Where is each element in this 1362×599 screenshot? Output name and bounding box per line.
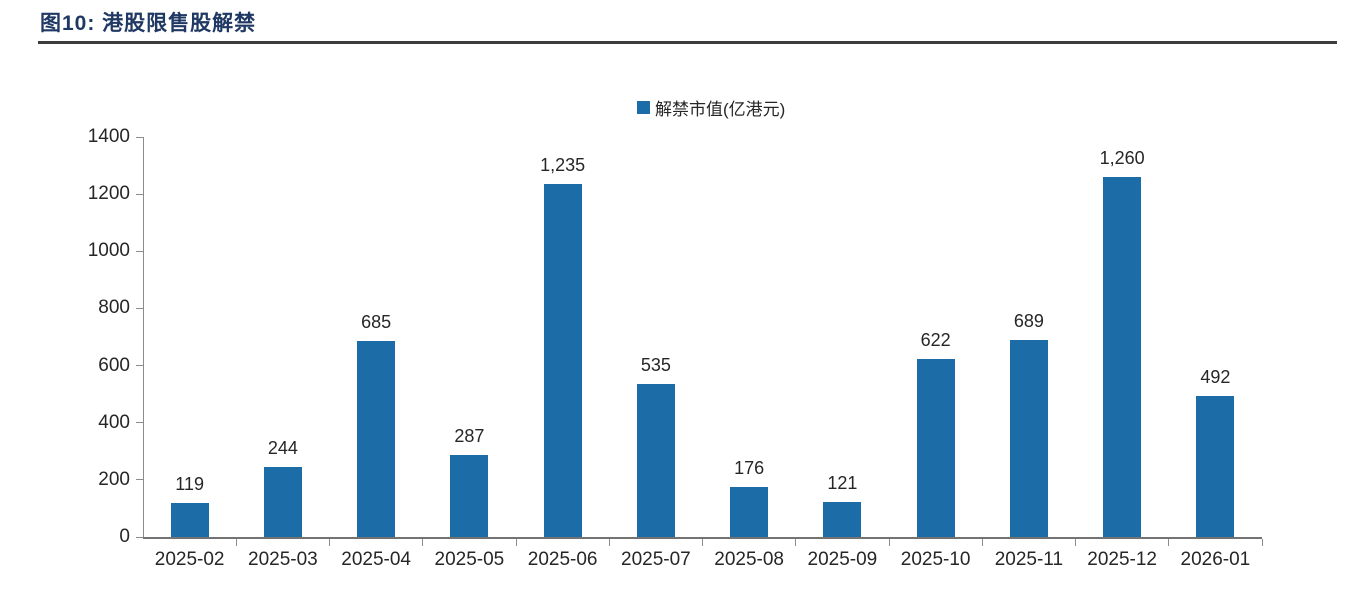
bar-value-label: 121 bbox=[827, 473, 858, 494]
y-tick-mark bbox=[136, 307, 143, 309]
bar bbox=[357, 341, 396, 537]
x-tick-label: 2025-12 bbox=[1087, 549, 1157, 570]
y-tick-label: 800 bbox=[98, 297, 130, 319]
y-tick-label: 1200 bbox=[87, 183, 130, 205]
bar bbox=[916, 359, 955, 537]
bar bbox=[636, 384, 675, 537]
bar bbox=[730, 486, 769, 537]
y-tick-mark bbox=[136, 193, 143, 195]
y-tick-label: 600 bbox=[98, 354, 130, 376]
bar-value-label: 1,260 bbox=[1099, 148, 1145, 168]
y-tick-mark bbox=[136, 365, 143, 367]
legend-label: 解禁市值(亿港元) bbox=[655, 100, 786, 119]
x-tick-label: 2025-03 bbox=[248, 549, 318, 570]
y-tick-label: 1000 bbox=[87, 240, 130, 262]
x-tick-mark bbox=[1168, 539, 1170, 546]
y-axis-line bbox=[143, 137, 144, 537]
y-tick-mark bbox=[136, 479, 143, 481]
x-tick-mark bbox=[608, 539, 610, 546]
x-tick-mark bbox=[329, 539, 330, 546]
bar bbox=[1009, 340, 1048, 537]
legend-swatch-icon bbox=[637, 101, 650, 114]
x-tick-mark bbox=[515, 539, 517, 546]
chart-legend: 解禁市值(亿港元) bbox=[637, 95, 785, 120]
y-tick-mark bbox=[136, 536, 143, 538]
bar bbox=[263, 467, 302, 537]
y-tick-mark bbox=[136, 422, 143, 424]
x-tick-mark bbox=[795, 539, 797, 546]
x-tick-label: 2025-05 bbox=[434, 549, 505, 570]
bar-value-label: 492 bbox=[1200, 367, 1231, 388]
y-tick-label: 0 bbox=[119, 526, 130, 547]
x-tick-label: 2025-02 bbox=[154, 549, 225, 570]
x-tick-label: 2025-06 bbox=[527, 549, 598, 570]
x-tick-mark bbox=[235, 539, 237, 546]
bar-value-label: 244 bbox=[267, 438, 298, 459]
x-axis-line bbox=[143, 537, 1262, 539]
y-tick-label: 400 bbox=[98, 411, 130, 433]
x-tick-label: 2025-09 bbox=[807, 549, 878, 570]
x-tick-mark bbox=[1075, 539, 1076, 546]
x-tick-label: 2025-04 bbox=[341, 549, 411, 570]
bar-value-label: 622 bbox=[920, 330, 951, 351]
x-tick-label: 2025-08 bbox=[714, 549, 784, 570]
figure-title: 图10: 港股限售股解禁 bbox=[40, 12, 257, 35]
bar-value-label: 1,235 bbox=[540, 155, 586, 176]
x-tick-mark bbox=[422, 539, 424, 546]
bar-chart-plot-area: 0 200 400 600 800 1000 1200 1400 119 2025-02 244 20… bbox=[88, 126, 1263, 570]
x-tick-label: 2026-01 bbox=[1180, 549, 1251, 570]
bar-value-label: 287 bbox=[454, 426, 485, 446]
y-tick-label: 1400 bbox=[87, 126, 130, 147]
bar bbox=[1196, 396, 1235, 537]
bar bbox=[450, 455, 489, 537]
bar-value-label: 689 bbox=[1013, 311, 1044, 332]
x-tick-mark bbox=[981, 539, 983, 546]
x-tick-label: 2025-10 bbox=[900, 549, 971, 570]
bar-value-label: 176 bbox=[734, 457, 765, 478]
bar-value-label: 119 bbox=[175, 474, 204, 494]
x-tick-label: 2025-07 bbox=[621, 549, 691, 570]
y-tick-label: 200 bbox=[98, 468, 130, 490]
bar bbox=[543, 184, 582, 537]
bar-value-label: 685 bbox=[361, 312, 392, 333]
x-tick-label: 2025-11 bbox=[994, 549, 1064, 570]
y-tick-mark bbox=[136, 250, 143, 252]
x-tick-mark bbox=[888, 539, 890, 546]
bar bbox=[1103, 177, 1142, 537]
bar-value-label: 535 bbox=[640, 355, 671, 376]
x-tick-mark bbox=[702, 539, 703, 546]
bar bbox=[823, 502, 862, 537]
x-tick-mark bbox=[1261, 539, 1263, 546]
y-tick-mark bbox=[136, 136, 143, 138]
title-underline bbox=[38, 41, 1337, 44]
bar bbox=[170, 503, 209, 537]
